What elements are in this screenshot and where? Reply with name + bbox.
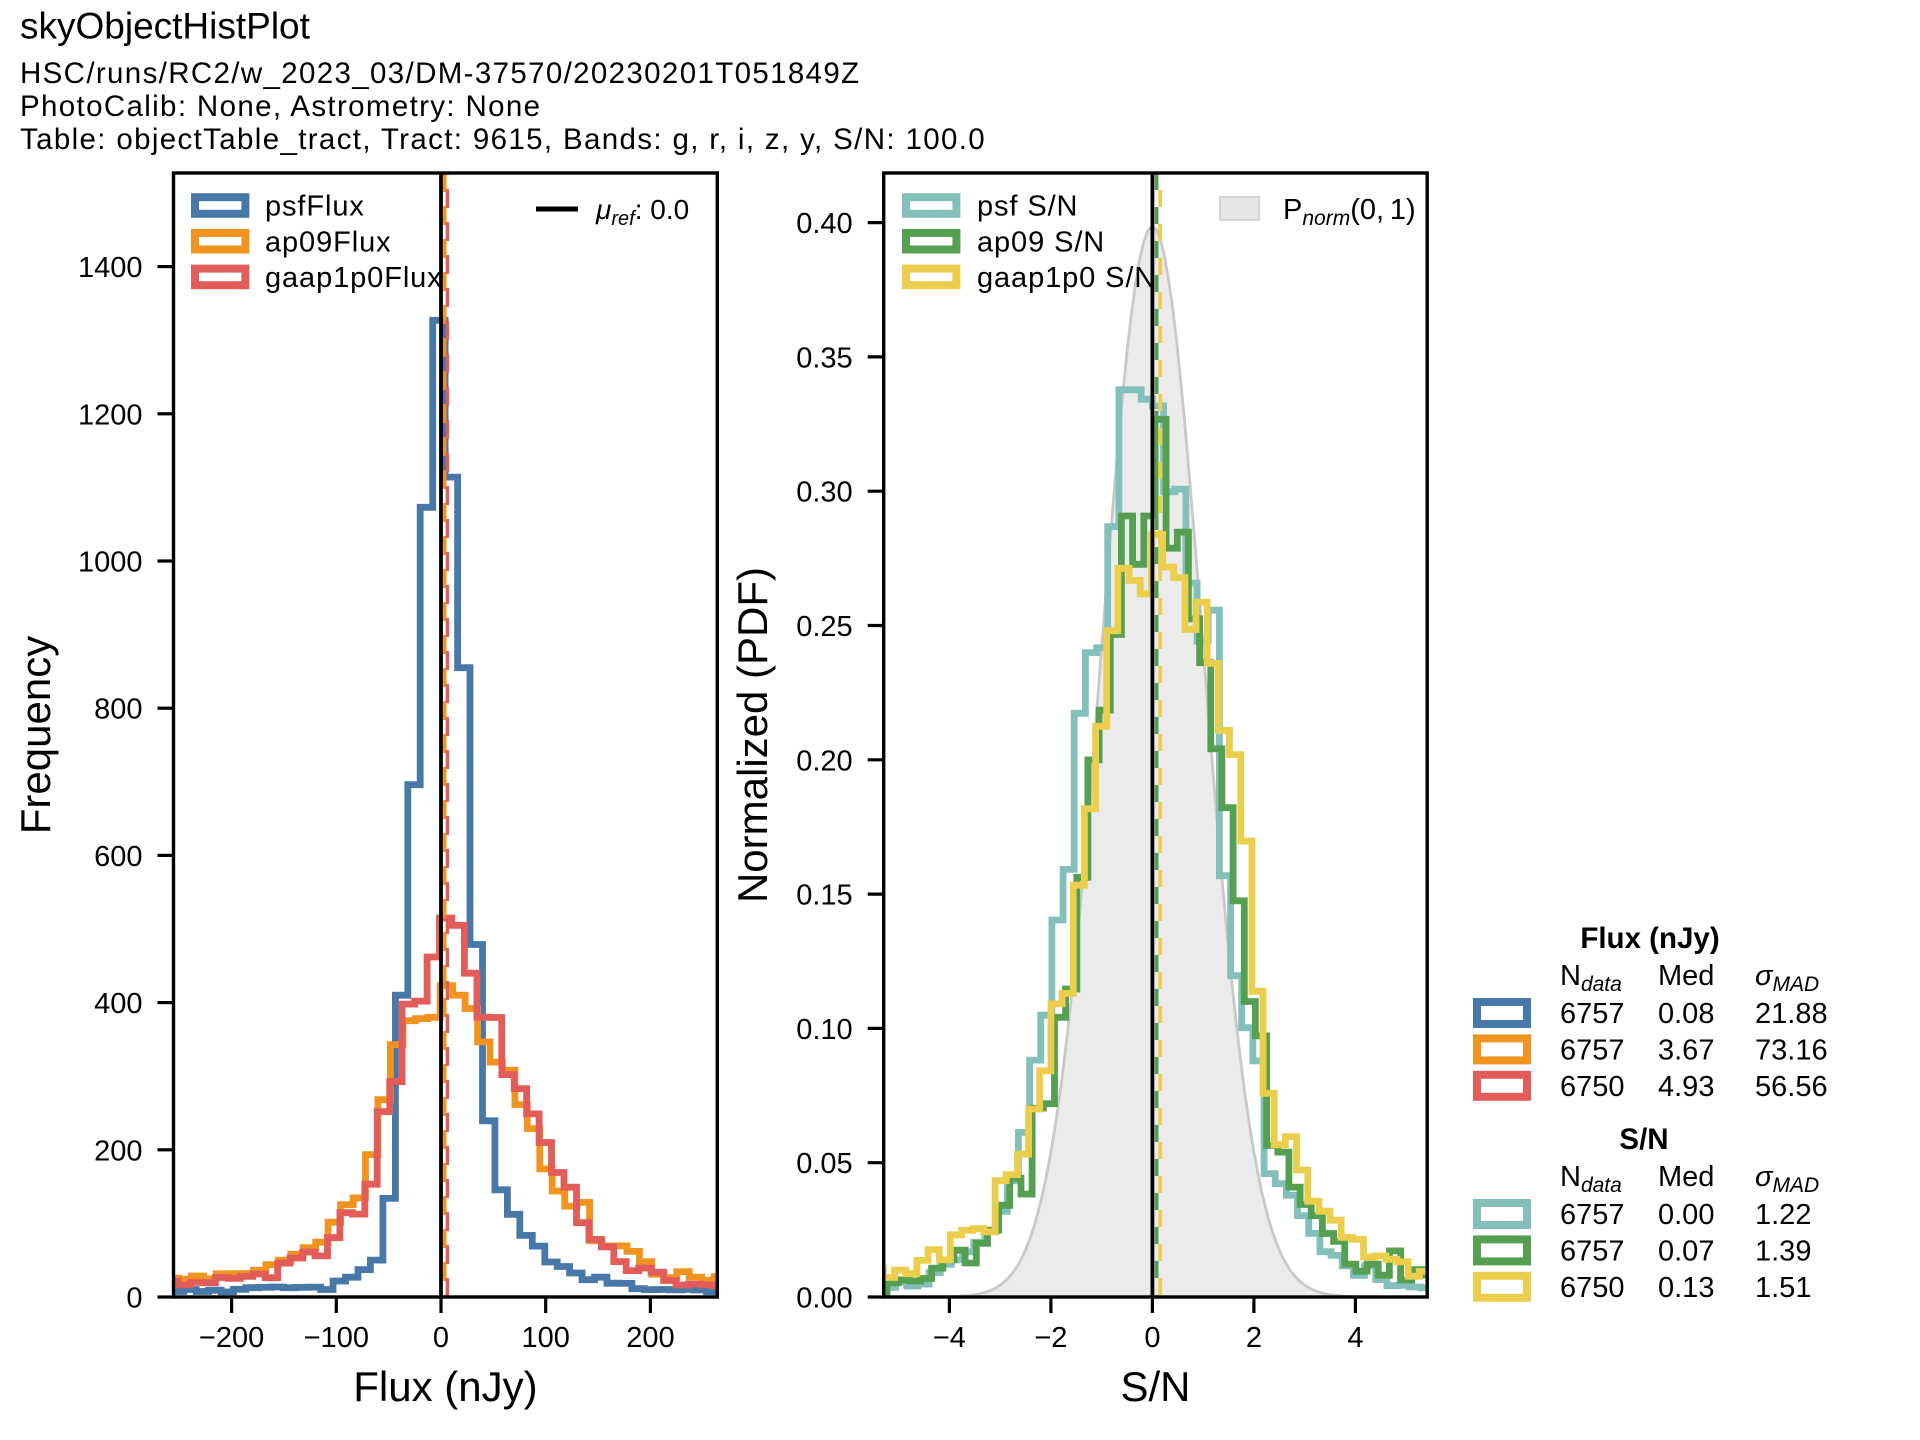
svg-text:Flux (nJy): Flux (nJy) [353,1363,537,1410]
svg-text:6757: 6757 [1560,998,1625,1030]
svg-text:−4: −4 [933,1322,966,1354]
svg-text:0: 0 [433,1322,449,1354]
svg-text:0.05: 0.05 [796,1148,852,1180]
svg-text:1000: 1000 [78,547,143,579]
svg-text:gaap1p0Flux: gaap1p0Flux [265,262,443,294]
svg-text:0.07: 0.07 [1658,1235,1714,1267]
svg-text:4.93: 4.93 [1658,1071,1714,1103]
svg-text:0: 0 [126,1283,142,1315]
svg-text:1.39: 1.39 [1755,1235,1811,1267]
svg-text:ap09 S/N: ap09 S/N [977,226,1105,258]
svg-text:S/N: S/N [1619,1123,1668,1156]
svg-text:400: 400 [94,988,142,1020]
svg-text:0.40: 0.40 [796,208,852,240]
svg-text:2: 2 [1246,1322,1262,1354]
svg-text:σMAD: σMAD [1755,960,1819,996]
svg-text:psf S/N: psf S/N [977,191,1078,223]
svg-text:200: 200 [94,1135,142,1167]
svg-text:6757: 6757 [1560,1235,1625,1267]
svg-text:Table: objectTable_tract, Trac: Table: objectTable_tract, Tract: 9615, B… [20,123,986,156]
svg-text:skyObjectHistPlot: skyObjectHistPlot [20,6,311,47]
svg-text:0.20: 0.20 [796,745,852,777]
svg-text:PhotoCalib: None, Astrometry:: PhotoCalib: None, Astrometry: None [20,90,541,123]
svg-text:56.56: 56.56 [1755,1071,1828,1103]
svg-text:6757: 6757 [1560,1034,1625,1066]
svg-text:0: 0 [1144,1322,1160,1354]
svg-text:0.13: 0.13 [1658,1272,1714,1304]
svg-text:3.67: 3.67 [1658,1034,1714,1066]
svg-text:σMAD: σMAD [1755,1161,1819,1197]
svg-text:ap09Flux: ap09Flux [265,226,392,258]
svg-text:Med: Med [1658,960,1714,992]
svg-text:0.08: 0.08 [1658,998,1714,1030]
svg-text:200: 200 [626,1322,674,1354]
svg-text:1.51: 1.51 [1755,1272,1811,1304]
svg-text:1200: 1200 [78,399,143,431]
svg-text:0.00: 0.00 [1658,1199,1714,1231]
svg-text:21.88: 21.88 [1755,998,1828,1030]
svg-text:1400: 1400 [78,252,143,284]
svg-text:−100: −100 [304,1322,369,1354]
svg-text:0.30: 0.30 [796,477,852,509]
svg-text:psfFlux: psfFlux [265,191,365,223]
svg-text:gaap1p0 S/N: gaap1p0 S/N [977,262,1156,294]
svg-text:Normalized (PDF): Normalized (PDF) [729,567,776,903]
svg-text:Flux (nJy): Flux (nJy) [1580,922,1719,955]
svg-text:600: 600 [94,841,142,873]
svg-text:73.16: 73.16 [1755,1034,1828,1066]
svg-text:Med: Med [1658,1161,1714,1193]
svg-text:HSC/runs/RC2/w_2023_03/DM-3757: HSC/runs/RC2/w_2023_03/DM-37570/20230201… [20,57,861,90]
svg-text:800: 800 [94,694,142,726]
svg-text:100: 100 [522,1322,570,1354]
svg-text:1.22: 1.22 [1755,1199,1811,1231]
svg-text:Ndata: Ndata [1560,1161,1622,1197]
svg-text:S/N: S/N [1120,1363,1190,1410]
svg-text:4: 4 [1347,1322,1363,1354]
svg-text:Frequency: Frequency [12,636,59,834]
svg-text:6750: 6750 [1560,1272,1625,1304]
svg-text:0.35: 0.35 [796,342,852,374]
svg-text:−2: −2 [1034,1322,1067,1354]
svg-text:μref: 0.0: μref: 0.0 [595,194,689,230]
svg-text:6757: 6757 [1560,1199,1625,1231]
svg-text:6750: 6750 [1560,1071,1625,1103]
svg-text:0.00: 0.00 [796,1283,852,1315]
svg-text:0.25: 0.25 [796,611,852,643]
svg-text:0.15: 0.15 [796,880,852,912]
svg-text:0.10: 0.10 [796,1014,852,1046]
svg-text:−200: −200 [199,1322,264,1354]
